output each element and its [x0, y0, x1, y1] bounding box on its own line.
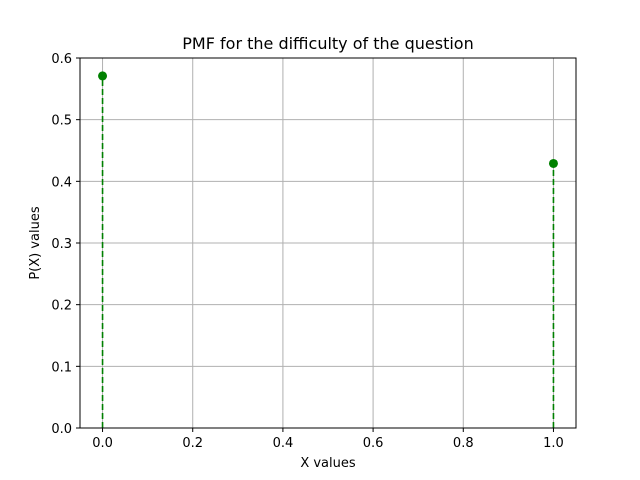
y-axis: 0.0 0.1 0.2 0.3 0.4 0.5 0.6 — [51, 52, 80, 437]
y-tick-label: 0.4 — [51, 175, 72, 190]
x-tick-label: 0.2 — [182, 436, 203, 451]
stem-marker — [548, 158, 558, 168]
y-tick-label: 0.1 — [51, 360, 72, 375]
y-tick-label: 0.2 — [51, 299, 72, 314]
x-tick-label: 1.0 — [543, 436, 564, 451]
chart-title: PMF for the difficulty of the question — [182, 34, 473, 53]
y-axis-label: P(X) values — [28, 206, 43, 280]
y-tick-label: 0.6 — [51, 52, 72, 67]
x-axis: 0.0 0.2 0.4 0.6 0.8 1.0 — [92, 428, 564, 451]
x-tick-label: 0.6 — [363, 436, 384, 451]
x-axis-label: X values — [300, 456, 356, 471]
grid — [80, 57, 576, 429]
stems — [98, 71, 558, 428]
stem-marker — [98, 71, 108, 81]
y-tick-label: 0.5 — [51, 114, 72, 129]
x-tick-label: 0.4 — [273, 436, 294, 451]
x-tick-label: 0.0 — [92, 436, 113, 451]
x-tick-label: 0.8 — [453, 436, 474, 451]
y-tick-label: 0.3 — [51, 237, 72, 252]
y-tick-label: 0.0 — [51, 422, 72, 437]
